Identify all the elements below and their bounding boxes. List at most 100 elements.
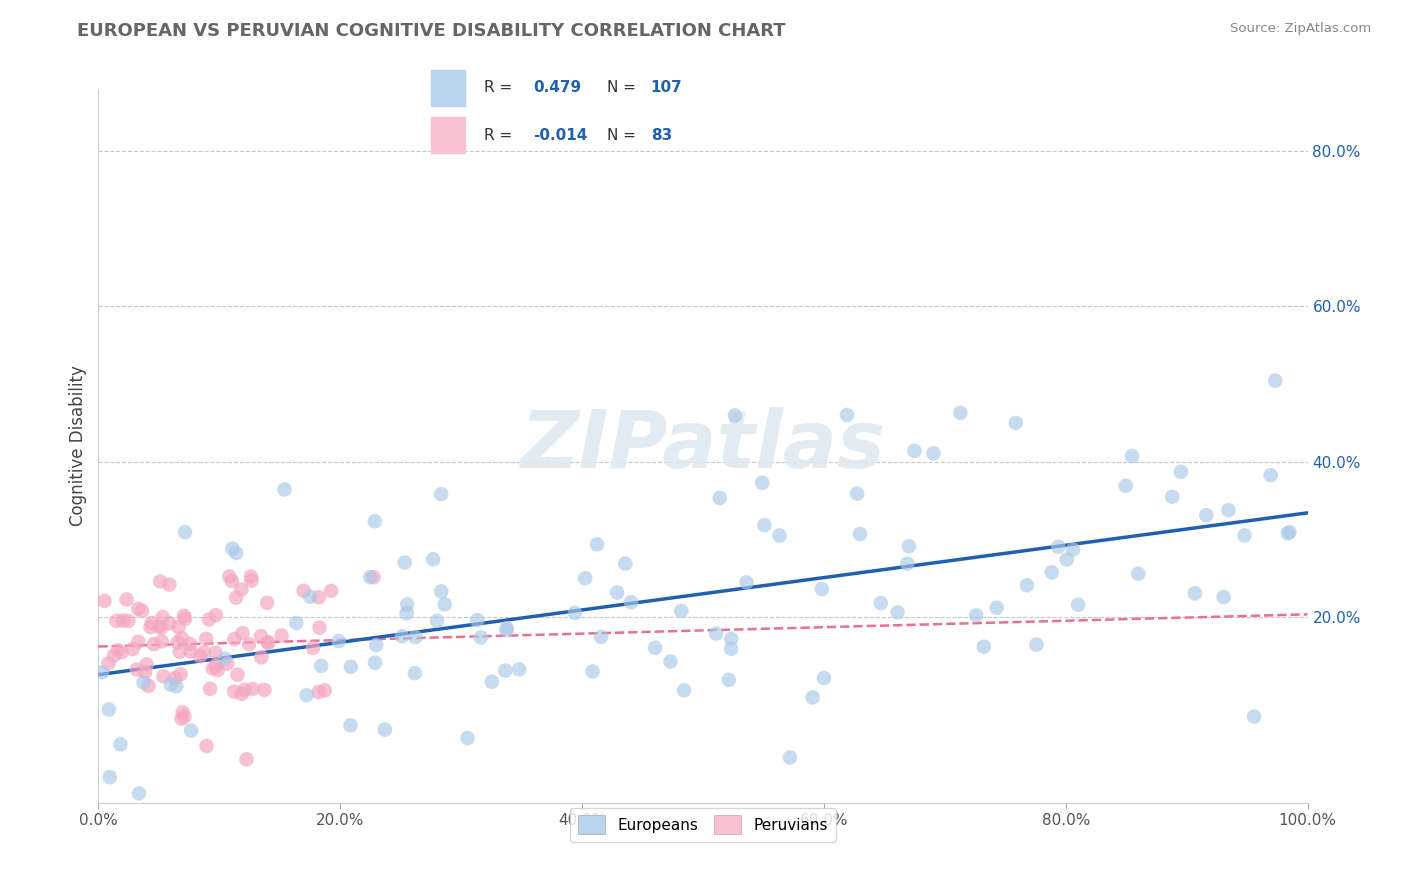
Point (167, 620, 190, 634)
Point (253, 682, 276, 697)
Point (180, 644, 202, 658)
Point (225, 546, 247, 560)
Point (1025, 638, 1047, 652)
Point (364, 656, 387, 670)
Point (1278, 525, 1301, 540)
Point (134, 665, 156, 680)
Point (180, 723, 202, 738)
Text: R =: R = (484, 128, 512, 143)
Point (142, 637, 165, 651)
Point (242, 681, 264, 696)
Point (394, 556, 416, 570)
Point (508, 662, 530, 676)
Point (949, 406, 972, 420)
Point (564, 606, 586, 620)
Point (973, 640, 995, 654)
Point (225, 591, 247, 605)
Point (204, 646, 226, 660)
Point (1062, 542, 1084, 557)
Point (465, 613, 488, 627)
Point (965, 608, 987, 623)
Point (1277, 526, 1299, 541)
Point (250, 650, 273, 665)
Point (188, 649, 211, 664)
Point (295, 688, 318, 702)
Point (849, 527, 872, 541)
Point (226, 667, 249, 681)
Point (364, 514, 387, 528)
Point (1015, 578, 1038, 592)
Point (768, 528, 790, 542)
Point (132, 675, 155, 690)
Point (240, 574, 263, 588)
Point (709, 491, 731, 505)
Text: N =: N = (607, 80, 637, 95)
Point (149, 574, 172, 589)
Point (673, 683, 696, 698)
Point (285, 616, 308, 631)
Point (256, 596, 278, 610)
Text: R =: R = (484, 80, 512, 95)
Point (198, 681, 221, 696)
Point (314, 683, 336, 698)
Point (157, 616, 180, 631)
Point (170, 631, 193, 645)
Point (308, 685, 330, 699)
Point (751, 475, 773, 490)
Point (127, 602, 149, 616)
Point (659, 655, 682, 669)
Point (159, 678, 181, 692)
Point (922, 446, 945, 460)
Point (165, 679, 187, 693)
Point (1128, 566, 1150, 581)
Point (704, 626, 727, 640)
Point (193, 645, 215, 659)
Point (457, 731, 479, 745)
Point (128, 787, 150, 801)
Point (150, 621, 173, 635)
Point (214, 651, 236, 665)
Point (811, 582, 834, 596)
Point (110, 738, 132, 752)
Point (340, 660, 363, 674)
Point (205, 608, 228, 623)
Point (494, 664, 516, 678)
Point (481, 674, 503, 689)
Point (903, 444, 925, 458)
Point (1056, 552, 1078, 566)
Point (886, 605, 908, 619)
Point (404, 666, 426, 681)
Text: 83: 83 (651, 128, 672, 143)
Point (1233, 528, 1256, 542)
Point (308, 590, 330, 604)
Point (302, 640, 325, 655)
Point (869, 596, 891, 610)
Point (430, 584, 453, 599)
Point (157, 577, 180, 591)
Point (308, 621, 330, 635)
Point (391, 629, 413, 643)
Point (374, 723, 396, 737)
Point (152, 669, 174, 683)
Point (299, 590, 322, 604)
Point (671, 604, 693, 618)
Point (1040, 566, 1063, 580)
Point (396, 598, 419, 612)
Point (720, 632, 742, 646)
Point (1260, 468, 1282, 483)
Point (173, 710, 195, 724)
Point (231, 626, 253, 640)
Point (172, 706, 194, 720)
Point (644, 640, 666, 655)
Point (148, 619, 170, 633)
Point (363, 570, 385, 584)
Point (131, 604, 153, 618)
Point (231, 687, 253, 701)
Point (328, 634, 350, 648)
Point (495, 624, 517, 638)
Point (896, 557, 918, 571)
Point (779, 750, 801, 764)
Point (204, 659, 226, 673)
Point (117, 614, 139, 628)
Point (433, 598, 456, 612)
